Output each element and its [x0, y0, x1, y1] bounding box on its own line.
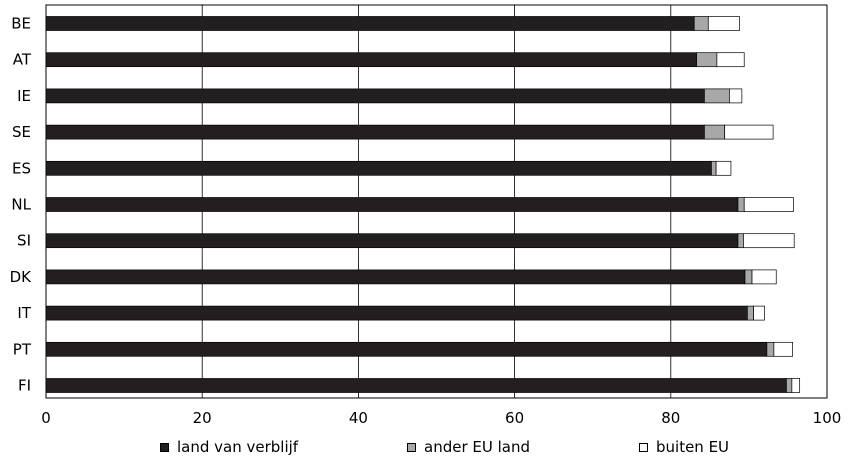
x-tick-label: 40 — [349, 409, 368, 427]
category-label-ie: IE — [17, 87, 31, 105]
bars — [45, 16, 801, 393]
bar-se-buiten-eu — [724, 124, 774, 140]
category-label-se: SE — [12, 123, 31, 141]
category-label-it: IT — [17, 304, 31, 322]
bar-at-land-van-verblijf — [45, 52, 697, 68]
category-labels: BE AT IE SE ES NL SI DK IT PT FI — [10, 15, 33, 395]
legend-swatch-ander-eu-land — [407, 442, 416, 452]
category-label-es: ES — [12, 159, 31, 177]
bar-pt-land-van-verblijf — [45, 341, 768, 357]
bar-es-ander-eu-land — [711, 160, 717, 176]
bar-si-land-van-verblijf — [45, 233, 739, 249]
bar-es-land-van-verblijf — [45, 160, 712, 176]
bar-nl-land-van-verblijf — [45, 197, 739, 212]
legend: land van verblijf ander EU land buiten E… — [0, 438, 848, 460]
bar-fi-buiten-eu — [791, 378, 801, 393]
bar-dk-ander-eu-land — [744, 269, 753, 285]
legend-item-buiten-eu: buiten EU — [639, 438, 729, 456]
category-label-dk: DK — [10, 268, 33, 286]
category-label-nl: NL — [11, 196, 31, 214]
bar-nl-buiten-eu — [743, 197, 794, 212]
legend-label-buiten-eu: buiten EU — [656, 438, 730, 456]
legend-swatch-land-van-verblijf — [160, 442, 169, 452]
bar-si-buiten-eu — [743, 233, 795, 249]
category-label-fi: FI — [18, 377, 31, 395]
legend-label-ander-eu-land: ander EU land — [424, 438, 530, 456]
x-tick-labels: 0 20 40 60 80 100 — [41, 409, 841, 427]
bar-be-ander-eu-land — [693, 16, 709, 31]
category-label-at: AT — [13, 51, 32, 69]
bar-be-buiten-eu — [707, 16, 740, 31]
bar-fi-ander-eu-land — [786, 378, 793, 393]
x-tick-label: 0 — [41, 409, 51, 427]
legend-swatch-buiten-eu — [639, 442, 648, 452]
legend-item-land-van-verblijf: land van verblijf — [160, 438, 298, 456]
bar-ie-land-van-verblijf — [45, 88, 705, 104]
bar-fi-land-van-verblijf — [45, 378, 787, 393]
bar-at-buiten-eu — [716, 52, 745, 68]
bar-be-land-van-verblijf — [45, 16, 695, 31]
bar-at-ander-eu-land — [696, 52, 718, 68]
category-label-pt: PT — [13, 340, 32, 358]
bar-it-buiten-eu — [753, 305, 765, 321]
bar-se-land-van-verblijf — [45, 124, 705, 140]
x-tick-label: 20 — [193, 409, 212, 427]
bar-se-ander-eu-land — [704, 124, 726, 140]
legend-item-ander-eu-land: ander EU land — [407, 438, 530, 456]
x-tick-label: 80 — [661, 409, 680, 427]
bar-es-buiten-eu — [715, 160, 732, 176]
bar-si-ander-eu-land — [737, 233, 744, 249]
category-label-si: SI — [17, 232, 31, 250]
bar-pt-buiten-eu — [773, 341, 793, 357]
bar-ie-ander-eu-land — [704, 88, 730, 104]
bar-it-ander-eu-land — [746, 305, 754, 321]
x-tick-label: 100 — [813, 409, 842, 427]
legend-label-land-van-verblijf: land van verblijf — [177, 438, 299, 456]
bar-dk-buiten-eu — [751, 269, 777, 285]
bar-dk-land-van-verblijf — [45, 269, 746, 285]
category-label-be: BE — [11, 15, 31, 33]
bar-nl-ander-eu-land — [737, 197, 745, 212]
bar-it-land-van-verblijf — [45, 305, 748, 321]
bar-pt-ander-eu-land — [766, 341, 775, 357]
bar-ie-buiten-eu — [729, 88, 743, 104]
x-tick-label: 60 — [505, 409, 524, 427]
